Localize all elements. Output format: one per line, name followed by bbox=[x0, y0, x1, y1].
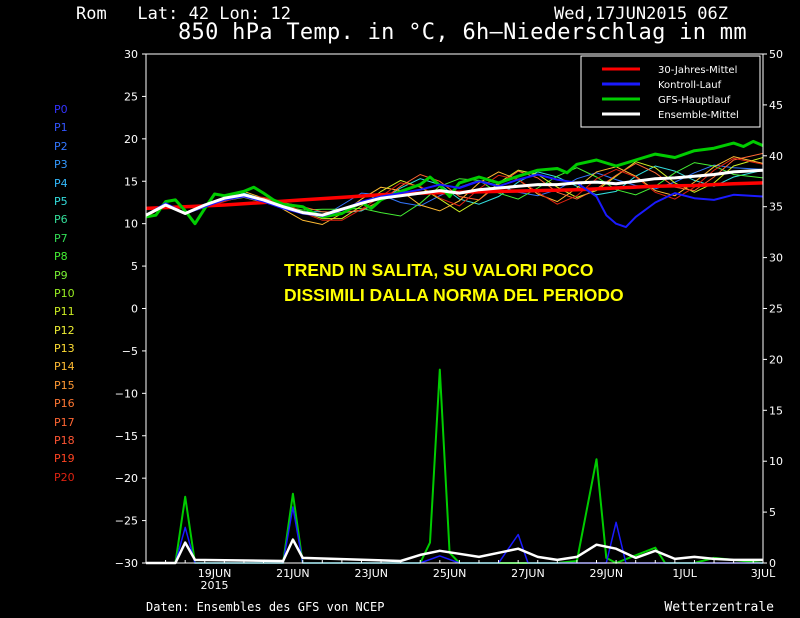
legend-label: Ensemble-Mittel bbox=[658, 110, 739, 121]
legend-label: GFS-Hauptlauf bbox=[658, 95, 731, 106]
member-label-p12: P12 bbox=[54, 323, 75, 337]
data-source: Daten: Ensembles des GFS von NCEP bbox=[146, 600, 385, 614]
x-tick-label: 25JUN bbox=[433, 567, 467, 580]
member-label-p19: P19 bbox=[54, 452, 75, 466]
annotation: TREND IN SALITA, SU VALORI POCO DISSIMILI… bbox=[284, 260, 624, 305]
member-label-p3: P3 bbox=[54, 158, 68, 172]
y-right-tick-label: 20 bbox=[769, 353, 783, 366]
member-label-p4: P4 bbox=[54, 176, 68, 190]
y-right-tick-label: 25 bbox=[769, 303, 783, 316]
member-label-p1: P1 bbox=[54, 121, 68, 135]
member-label-p18: P18 bbox=[54, 434, 75, 448]
brand-label: Wetterzentrale bbox=[664, 600, 774, 615]
y-left-tick-label: 30 bbox=[124, 48, 138, 61]
y-right-tick-label: 30 bbox=[769, 252, 783, 265]
series-kontroll-lauf-right bbox=[146, 506, 763, 564]
x-tick-label: 29JUN bbox=[590, 567, 624, 580]
y-right-tick-label: 5 bbox=[769, 506, 776, 519]
y-left-tick-label: −5 bbox=[122, 345, 138, 358]
series-gfs-hauptlauf-left bbox=[145, 139, 764, 226]
series-kontroll-lauf-left bbox=[145, 173, 764, 229]
x-tick-label: 1JUL bbox=[672, 567, 697, 580]
y-right-tick-label: 15 bbox=[769, 404, 783, 417]
x-tick-label: 3JUL bbox=[751, 567, 776, 580]
member-label-p5: P5 bbox=[54, 194, 68, 208]
member-label-p6: P6 bbox=[54, 213, 68, 227]
member-label-p2: P2 bbox=[54, 139, 68, 153]
x-tick-label: 21JUN bbox=[276, 567, 310, 580]
y-left-tick-label: −15 bbox=[115, 430, 138, 443]
member-label-p11: P11 bbox=[54, 305, 75, 319]
member-list: P0 P1 P2 P3 P4 P5 P6 P7 P8 P9 P10 P11 P12 P13 P14 P15 P1… bbox=[54, 101, 75, 487]
series-ensemble-mittel-left bbox=[145, 168, 764, 217]
member-label-p17: P17 bbox=[54, 415, 75, 429]
location-label: Rom Lat: 42 Lon: 12 bbox=[76, 4, 291, 24]
member-label-p13: P13 bbox=[54, 342, 75, 356]
run-date: Wed,17JUN2015 06Z bbox=[554, 4, 728, 24]
member-label-p20: P20 bbox=[54, 470, 75, 484]
y-left-tick-label: 0 bbox=[131, 303, 138, 316]
y-right-tick-label: 10 bbox=[769, 455, 783, 468]
series-gfs-hauptlauf-right bbox=[146, 368, 764, 564]
y-left-tick-label: 25 bbox=[124, 90, 138, 103]
legend: 30-Jahres-Mittel Kontroll-Lauf GFS-Hauptla… bbox=[580, 55, 761, 128]
y-left-tick-label: −10 bbox=[115, 387, 138, 400]
main-series bbox=[145, 139, 764, 565]
legend-label: 30-Jahres-Mittel bbox=[658, 65, 737, 76]
chart-title: 850 hPa Temp. in °C, 6h–Niederschlag in … bbox=[178, 20, 747, 45]
legend-label: Kontroll-Lauf bbox=[658, 80, 722, 91]
y-left-tick-label: −25 bbox=[115, 515, 138, 528]
x-year-label: 2015 bbox=[201, 579, 229, 592]
y-left-tick-label: 20 bbox=[124, 133, 138, 146]
annotation-line-2: DISSIMILI DALLA NORMA DEL PERIODO bbox=[284, 285, 624, 305]
series-ensemble-mittel-right bbox=[146, 538, 763, 565]
y-left-tick-label: −20 bbox=[115, 472, 138, 485]
x-tick-label: 23JUN bbox=[354, 567, 388, 580]
member-label-p16: P16 bbox=[54, 397, 75, 411]
y-right-tick-label: 35 bbox=[769, 201, 783, 214]
y-right-tick-label: 0 bbox=[769, 557, 776, 570]
member-label-p0: P0 bbox=[54, 103, 68, 116]
y-right-tick-label: 45 bbox=[769, 99, 783, 112]
plot-frame bbox=[145, 53, 764, 564]
y-left-tick-label: 15 bbox=[124, 175, 138, 188]
x-tick-label: 27JUN bbox=[511, 567, 545, 580]
member-label-p9: P9 bbox=[54, 268, 68, 282]
member-label-p8: P8 bbox=[54, 250, 68, 264]
y-left-tick-label: 10 bbox=[124, 218, 138, 231]
axes: 302520151050−5−10−15−20−25−3050454035302… bbox=[115, 48, 783, 592]
x-tick-label: 19JUN bbox=[198, 567, 232, 580]
y-right-tick-label: 40 bbox=[769, 150, 783, 163]
member-label-p10: P10 bbox=[54, 286, 75, 300]
member-label-p7: P7 bbox=[54, 231, 68, 245]
annotation-line-1: TREND IN SALITA, SU VALORI POCO bbox=[284, 260, 594, 280]
y-left-tick-label: −30 bbox=[115, 557, 138, 570]
member-temp-line bbox=[145, 156, 764, 226]
member-label-p14: P14 bbox=[54, 360, 75, 374]
y-left-tick-label: 5 bbox=[131, 260, 138, 273]
member-label-p15: P15 bbox=[54, 378, 75, 392]
y-right-tick-label: 50 bbox=[769, 48, 783, 61]
